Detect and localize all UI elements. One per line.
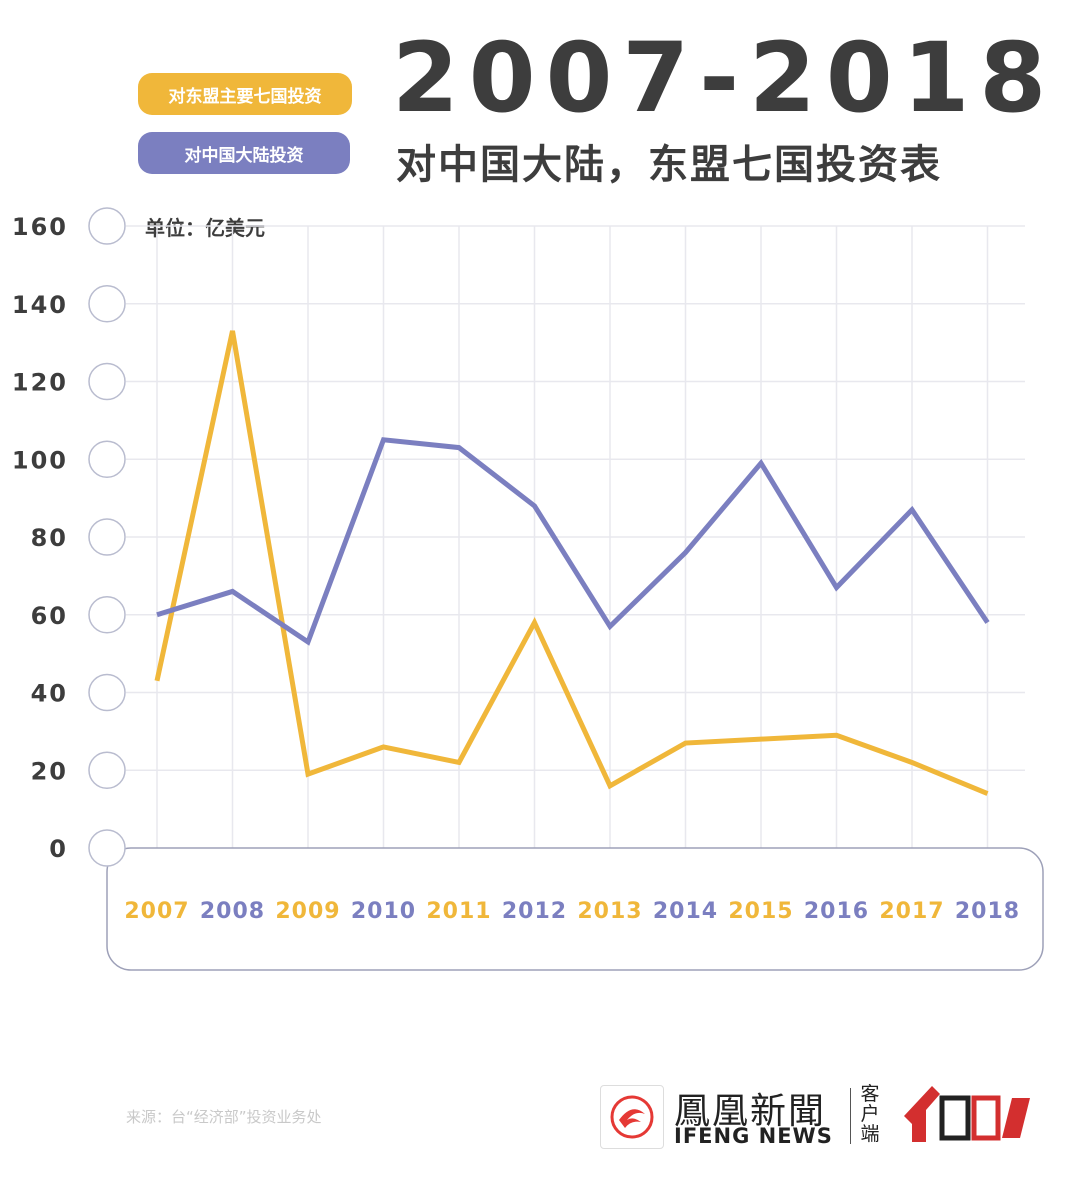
x-tick-label-2011: 2011	[426, 899, 491, 924]
y-tick-label-0: 0	[49, 835, 68, 863]
x-tick-label-2018: 2018	[955, 899, 1020, 924]
brand-name-cn: 鳳凰新聞	[674, 1091, 827, 1132]
source-note: 来源：台“经济部”投资业务处	[126, 1108, 322, 1126]
y-tick-marker-100	[88, 440, 126, 478]
y-tick-label-160: 160	[12, 213, 68, 241]
brand-name-en: IFENG NEWS	[674, 1124, 833, 1148]
x-tick-label-2015: 2015	[728, 899, 793, 924]
x-tick-label-2016: 2016	[804, 899, 869, 924]
y-tick-label-100: 100	[12, 446, 68, 474]
y-tick-label-20: 20	[31, 757, 68, 785]
y-tick-label-140: 140	[12, 291, 68, 319]
column-logo-icon	[904, 1086, 1030, 1142]
y-tick-label-80: 80	[31, 524, 68, 552]
legend-label-asean: 对东盟主要七国投资	[168, 86, 322, 107]
y-tick-marker-40	[88, 673, 126, 712]
x-tick-label-2012: 2012	[502, 899, 567, 924]
y-tick-label-120: 120	[12, 369, 68, 397]
x-tick-label-2008: 2008	[200, 899, 265, 924]
series-line-mainland	[156, 437, 990, 646]
y-tick-marker-160	[88, 207, 126, 245]
series-line-asean	[154, 330, 989, 796]
brand-side-text: 客户端	[860, 1083, 880, 1145]
x-tick-label-2010: 2010	[351, 899, 416, 924]
chart-title: 2007-2018	[392, 22, 1057, 134]
y-tick-marker-60	[88, 596, 126, 634]
y-tick-label-60: 60	[31, 602, 68, 630]
unit-label: 单位：亿美元	[145, 216, 265, 240]
legend-item-asean: 对东盟主要七国投资	[138, 73, 352, 115]
y-tick-label-40: 40	[31, 680, 68, 708]
y-tick-marker-20	[88, 751, 126, 789]
legend-label-mainland: 对中国大陆投资	[184, 145, 304, 166]
y-tick-marker-0	[88, 829, 126, 867]
x-tick-label-2009: 2009	[275, 899, 340, 924]
x-axis-box	[106, 847, 1044, 971]
x-tick-label-2014: 2014	[653, 899, 718, 924]
y-tick-marker-120	[88, 362, 126, 401]
y-tick-marker-80	[88, 518, 126, 556]
line-chart: 0 20 40 60 80 100 120 140 160 2007 2008 2009 2010 201…	[12, 207, 1044, 971]
x-tick-label-2013: 2013	[577, 899, 642, 924]
legend-item-mainland: 对中国大陆投资	[138, 132, 350, 174]
brand-divider	[850, 1088, 851, 1144]
y-tick-marker-140	[88, 285, 126, 323]
chart-subtitle: 对中国大陆，东盟七国投资表	[396, 142, 942, 188]
x-tick-label-2017: 2017	[879, 899, 944, 924]
phoenix-logo-icon	[600, 1085, 664, 1149]
x-tick-label-2007: 2007	[124, 899, 189, 924]
